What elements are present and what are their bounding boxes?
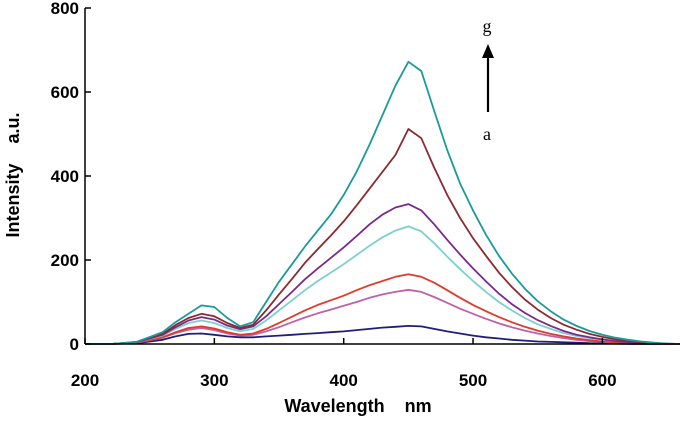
y-tick-label: 200 [51,251,79,270]
y-tick-label: 0 [70,335,79,354]
arrow-bottom-label: a [483,124,491,144]
y-axis-title: Intensity a.u. [3,112,23,237]
series-line-c [85,273,680,345]
x-axis-ticks: 200 300 400 500 600 [71,338,617,390]
series-layer [85,60,681,345]
x-tick-label: 500 [459,371,487,390]
arrow-top-label: g [483,16,492,36]
x-tick-label: 400 [330,371,358,390]
series-line-a [85,325,680,345]
x-tick-label: 300 [200,371,228,390]
y-tick-label: 400 [51,167,79,186]
trend-arrow-icon [482,44,494,58]
y-tick-label: 600 [51,83,79,102]
series-line-g [85,60,681,345]
series-line-b [85,288,680,345]
y-tick-label: 800 [51,0,79,18]
x-axis-title: Wavelength nm [284,396,431,416]
series-line-e [85,203,680,345]
trend-arrow-annotation: g a [482,16,494,144]
x-tick-label: 200 [71,371,99,390]
series-line-f [85,128,681,345]
y-axis-ticks: 0 200 400 600 800 [51,0,91,354]
x-tick-label: 600 [588,371,616,390]
